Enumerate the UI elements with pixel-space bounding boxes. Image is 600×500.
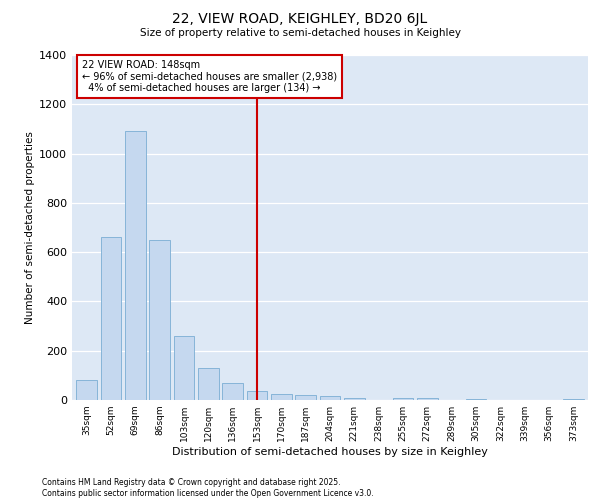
Bar	[76, 380, 97, 400]
Bar	[392, 398, 413, 400]
Text: Size of property relative to semi-detached houses in Keighley: Size of property relative to semi-detach…	[139, 28, 461, 38]
Bar	[222, 383, 243, 400]
Bar	[198, 368, 218, 400]
Y-axis label: Number of semi-detached properties: Number of semi-detached properties	[25, 131, 35, 324]
Bar	[149, 240, 170, 400]
Bar	[295, 395, 316, 400]
Bar	[344, 398, 365, 400]
X-axis label: Distribution of semi-detached houses by size in Keighley: Distribution of semi-detached houses by …	[172, 447, 488, 457]
Bar	[101, 238, 121, 400]
Bar	[563, 399, 584, 400]
Bar	[320, 396, 340, 400]
Bar	[271, 394, 292, 400]
Text: 22 VIEW ROAD: 148sqm
← 96% of semi-detached houses are smaller (2,938)
  4% of s: 22 VIEW ROAD: 148sqm ← 96% of semi-detac…	[82, 60, 337, 94]
Bar	[173, 336, 194, 400]
Bar	[417, 398, 438, 400]
Bar	[247, 392, 268, 400]
Text: Contains HM Land Registry data © Crown copyright and database right 2025.
Contai: Contains HM Land Registry data © Crown c…	[42, 478, 374, 498]
Bar	[466, 399, 487, 400]
Bar	[125, 132, 146, 400]
Text: 22, VIEW ROAD, KEIGHLEY, BD20 6JL: 22, VIEW ROAD, KEIGHLEY, BD20 6JL	[172, 12, 428, 26]
